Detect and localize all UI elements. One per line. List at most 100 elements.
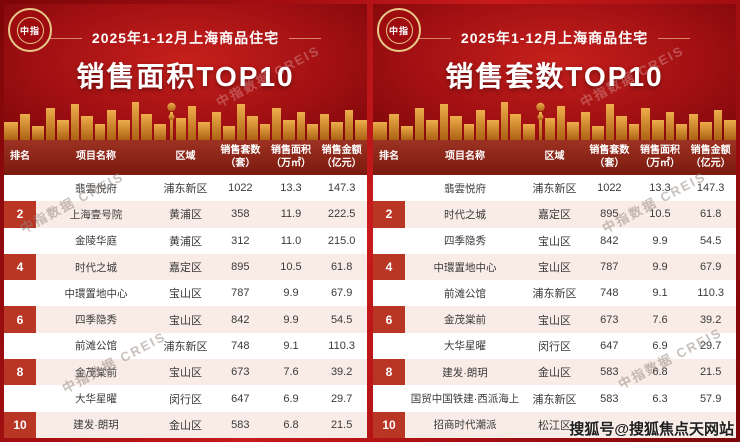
data-cell: 11.9: [265, 201, 317, 228]
data-cell: 7.6: [634, 306, 686, 333]
decorative-line: [658, 37, 691, 39]
sales-area-top10-table: 排名 项目名称 区域 销售套数 （套） 销售面积 （万㎡） 销售金额 （亿元） 1 翡雲悦府浦…: [4, 140, 367, 438]
data-cell: 110.3: [316, 332, 367, 360]
data-cell: 建发·朗玥: [405, 359, 525, 386]
panel-header: 中指 2025年1-12月上海商品住宅 销售面积TOP10: [4, 4, 367, 140]
rank-cell: 1: [373, 175, 405, 202]
panel-sales-units-top10: 中指 2025年1-12月上海商品住宅 销售套数TOP10 排名 项目名称 区域 销售…: [373, 4, 736, 438]
data-cell: 大华星曜: [36, 385, 156, 412]
table-header-row: 排名 项目名称 区域 销售套数 （套） 销售面积 （万㎡） 销售金额 （亿元）: [373, 140, 736, 175]
data-cell: 61.8: [316, 253, 367, 281]
rank-cell: 6: [373, 306, 405, 333]
column-header: 销售面积 （万㎡）: [634, 140, 686, 175]
table-wrap: 排名 项目名称 区域 销售套数 （套） 销售面积 （万㎡） 销售金额 （亿元） 1 翡雲悦府浦…: [373, 140, 736, 438]
data-cell: 大华星曜: [405, 332, 525, 360]
rank-cell: 9: [373, 385, 405, 412]
data-cell: 6.3: [634, 385, 686, 412]
data-cell: 895: [215, 253, 266, 281]
column-header: 区域: [525, 140, 584, 175]
data-cell: 54.5: [685, 227, 736, 254]
data-cell: 748: [584, 280, 635, 307]
data-cell: 215.0: [316, 227, 367, 254]
data-cell: [634, 411, 686, 438]
china-index-logo-icon: 中指: [377, 8, 421, 52]
rank-cell: 4: [373, 253, 405, 281]
data-cell: [584, 411, 635, 438]
table-row: 10 招商时代潮派 松江区: [373, 411, 736, 438]
data-cell: 宝山区: [525, 227, 584, 254]
data-cell: 9.1: [634, 280, 686, 307]
data-cell: 647: [584, 332, 635, 360]
data-cell: 748: [215, 332, 266, 360]
data-cell: 787: [215, 280, 266, 307]
data-cell: 21.5: [685, 359, 736, 386]
data-cell: 6.9: [265, 385, 317, 412]
table-row: 6 四季隐秀 宝山区 842 9.9 54.5: [4, 306, 367, 333]
table-row: 9 国贸中国铁建·西派海上 浦东新区 583 6.3 57.9: [373, 385, 736, 412]
data-cell: 842: [215, 306, 266, 333]
data-cell: 松江区: [525, 411, 584, 438]
table-header-row: 排名 项目名称 区域 销售套数 （套） 销售面积 （万㎡） 销售金额 （亿元）: [4, 140, 367, 175]
rank-cell: 5: [4, 280, 36, 307]
data-cell: 9.9: [265, 306, 317, 333]
data-cell: 嘉定区: [525, 201, 584, 228]
data-cell: 宝山区: [525, 306, 584, 333]
data-cell: 黄浦区: [156, 201, 215, 228]
data-cell: 金茂棠前: [405, 306, 525, 333]
data-cell: 四季隐秀: [36, 306, 156, 333]
column-header: 销售金额 （亿元）: [316, 140, 367, 175]
panel-sales-area-top10: 中指 2025年1-12月上海商品住宅 销售面积TOP10 排名 项目名称 区域 销售…: [4, 4, 367, 438]
data-cell: 宝山区: [156, 280, 215, 307]
table-row: 4 时代之城 嘉定区 895 10.5 61.8: [4, 253, 367, 281]
data-cell: 闵行区: [156, 385, 215, 412]
column-header: 销售面积 （万㎡）: [265, 140, 317, 175]
data-cell: 6.8: [634, 359, 686, 386]
decorative-line: [49, 37, 82, 39]
data-cell: 222.5: [316, 201, 367, 228]
data-cell: 9.9: [634, 227, 686, 254]
data-cell: 6.9: [634, 332, 686, 360]
data-cell: 29.7: [685, 332, 736, 360]
data-cell: 9.9: [265, 280, 317, 307]
sohu-watermark: 搜狐号@搜狐焦点天网站: [569, 421, 734, 438]
table-row: 9 大华星曜 闵行区 647 6.9 29.7: [4, 385, 367, 412]
data-cell: 1022: [584, 175, 635, 202]
data-cell: 10.5: [265, 253, 317, 281]
table-row: 10 建发·朗玥 金山区 583 6.8 21.5: [4, 411, 367, 438]
column-header: 项目名称: [405, 140, 525, 175]
data-cell: 国贸中国铁建·西派海上: [405, 385, 525, 412]
table-row: 5 中環置地中心 宝山区 787 9.9 67.9: [4, 280, 367, 307]
data-cell: 翡雲悦府: [36, 175, 156, 202]
rank-cell: 10: [4, 411, 36, 438]
decorative-line: [289, 37, 322, 39]
data-cell: 67.9: [316, 280, 367, 307]
china-index-logo-text: 中指: [385, 16, 413, 44]
rank-cell: 3: [4, 227, 36, 254]
data-cell: 21.5: [316, 411, 367, 438]
rank-cell: 10: [373, 411, 405, 438]
rank-cell: 6: [4, 306, 36, 333]
data-cell: 54.5: [316, 306, 367, 333]
rank-cell: 8: [373, 359, 405, 386]
data-cell: 中環置地中心: [36, 280, 156, 307]
table-row: 1 翡雲悦府 浦东新区 1022 13.3 147.3: [4, 175, 367, 202]
data-cell: 金茂棠前: [36, 359, 156, 386]
column-header: 排名: [4, 140, 36, 175]
data-cell: 787: [584, 253, 635, 281]
data-cell: 29.7: [316, 385, 367, 412]
data-cell: 39.2: [685, 306, 736, 333]
data-cell: 浦东新区: [525, 175, 584, 202]
table-row: 4 中環置地中心 宝山区 787 9.9 67.9: [373, 253, 736, 281]
decorative-line: [418, 37, 451, 39]
data-cell: 842: [584, 227, 635, 254]
data-cell: 中環置地中心: [405, 253, 525, 281]
data-cell: 建发·朗玥: [36, 411, 156, 438]
data-cell: 金山区: [156, 411, 215, 438]
data-cell: 61.8: [685, 201, 736, 228]
panel-title: 销售套数TOP10: [445, 61, 664, 92]
column-header: 销售金额 （亿元）: [685, 140, 736, 175]
column-header: 销售套数 （套）: [215, 140, 266, 175]
data-cell: 10.5: [634, 201, 686, 228]
data-cell: 宝山区: [525, 253, 584, 281]
data-cell: 147.3: [685, 175, 736, 202]
